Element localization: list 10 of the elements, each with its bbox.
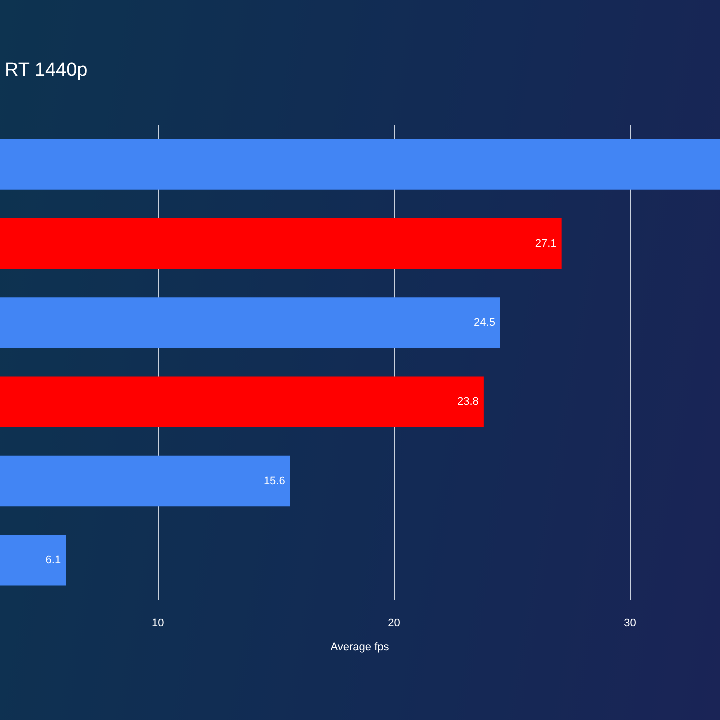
data-label: 6.1 xyxy=(46,554,62,566)
data-label: 27.1 xyxy=(535,238,557,250)
x-tick-label: 10 xyxy=(152,618,164,630)
data-label: 24.5 xyxy=(474,316,496,329)
x-tick-label: 30 xyxy=(624,618,636,630)
chart-title: RT 1440p xyxy=(5,60,88,81)
x-axis-title: Average fps xyxy=(330,642,390,654)
data-label: 23.8 xyxy=(458,396,479,408)
data-label: 15.6 xyxy=(264,475,286,488)
x-tick-label: 20 xyxy=(388,618,400,630)
